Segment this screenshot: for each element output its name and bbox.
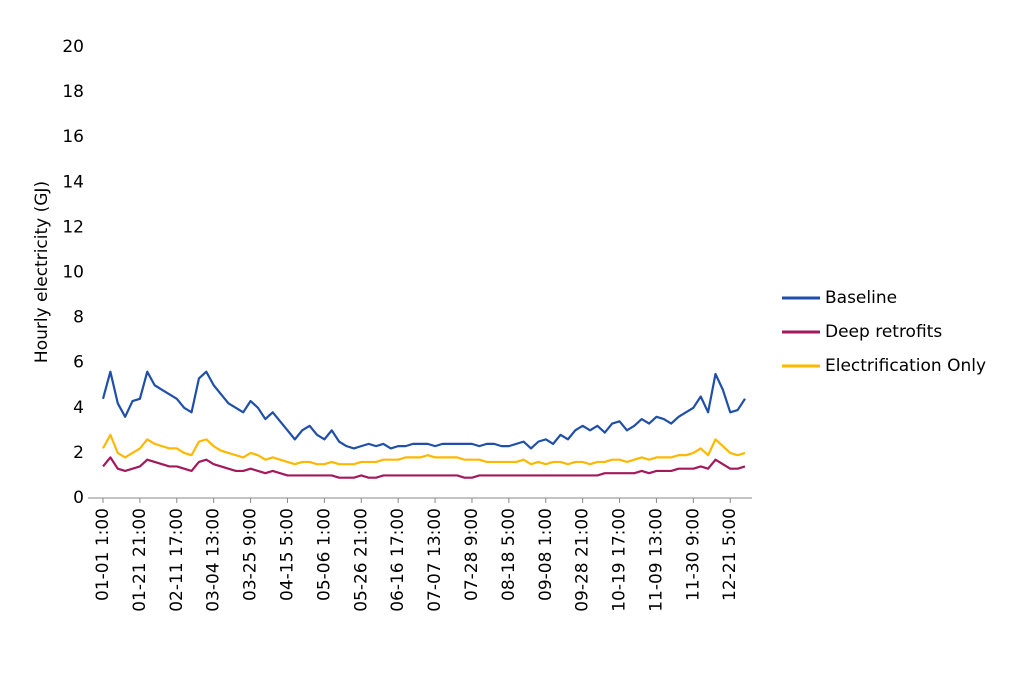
x-tick-label: 01-01 1:00 xyxy=(93,508,113,601)
x-tick-label: 10-19 17:00 xyxy=(610,508,630,612)
legend-label: Baseline xyxy=(825,288,897,308)
y-tick-label: 0 xyxy=(73,488,84,508)
x-tick-label: 12-21 5:00 xyxy=(720,508,740,601)
y-tick-label: 18 xyxy=(62,82,84,102)
y-tick-label: 12 xyxy=(62,217,84,237)
series-line xyxy=(102,433,746,466)
x-tick-label: 07-28 9:00 xyxy=(462,508,482,601)
y-tick-label: 20 xyxy=(62,37,84,57)
x-tick-label: 03-25 9:00 xyxy=(241,508,261,601)
y-tick-label: 16 xyxy=(62,127,84,147)
y-tick-label: 14 xyxy=(62,172,84,192)
y-tick-label: 8 xyxy=(73,308,84,328)
x-tick-label: 07-07 13:00 xyxy=(425,508,445,612)
x-tick-label: 01-21 21:00 xyxy=(130,508,150,612)
x-tick-label: 03-04 13:00 xyxy=(204,508,224,612)
x-tick-label: 06-16 17:00 xyxy=(388,508,408,612)
legend-label: Electrification Only xyxy=(825,356,986,376)
x-tick-label: 11-09 13:00 xyxy=(646,508,666,612)
y-axis-title: Hourly electricity (GJ) xyxy=(32,181,52,363)
y-tick-label: 10 xyxy=(62,263,84,283)
x-tick-label: 04-15 5:00 xyxy=(277,508,297,601)
x-tick-label: 09-28 21:00 xyxy=(573,508,593,612)
x-tick-label: 05-26 21:00 xyxy=(351,508,371,612)
y-tick-label: 2 xyxy=(73,443,84,463)
y-tick-label: 4 xyxy=(73,398,84,418)
x-tick-label: 09-08 1:00 xyxy=(536,508,556,601)
series-line xyxy=(102,456,746,479)
x-tick-label: 02-11 17:00 xyxy=(167,508,187,612)
x-tick-label: 05-06 1:00 xyxy=(314,508,334,601)
y-tick-label: 6 xyxy=(73,353,84,373)
x-tick-label: 08-18 5:00 xyxy=(499,508,519,601)
x-tick-label: 11-30 9:00 xyxy=(683,508,703,601)
legend-label: Deep retrofits xyxy=(825,322,942,342)
series-line xyxy=(101,370,746,450)
